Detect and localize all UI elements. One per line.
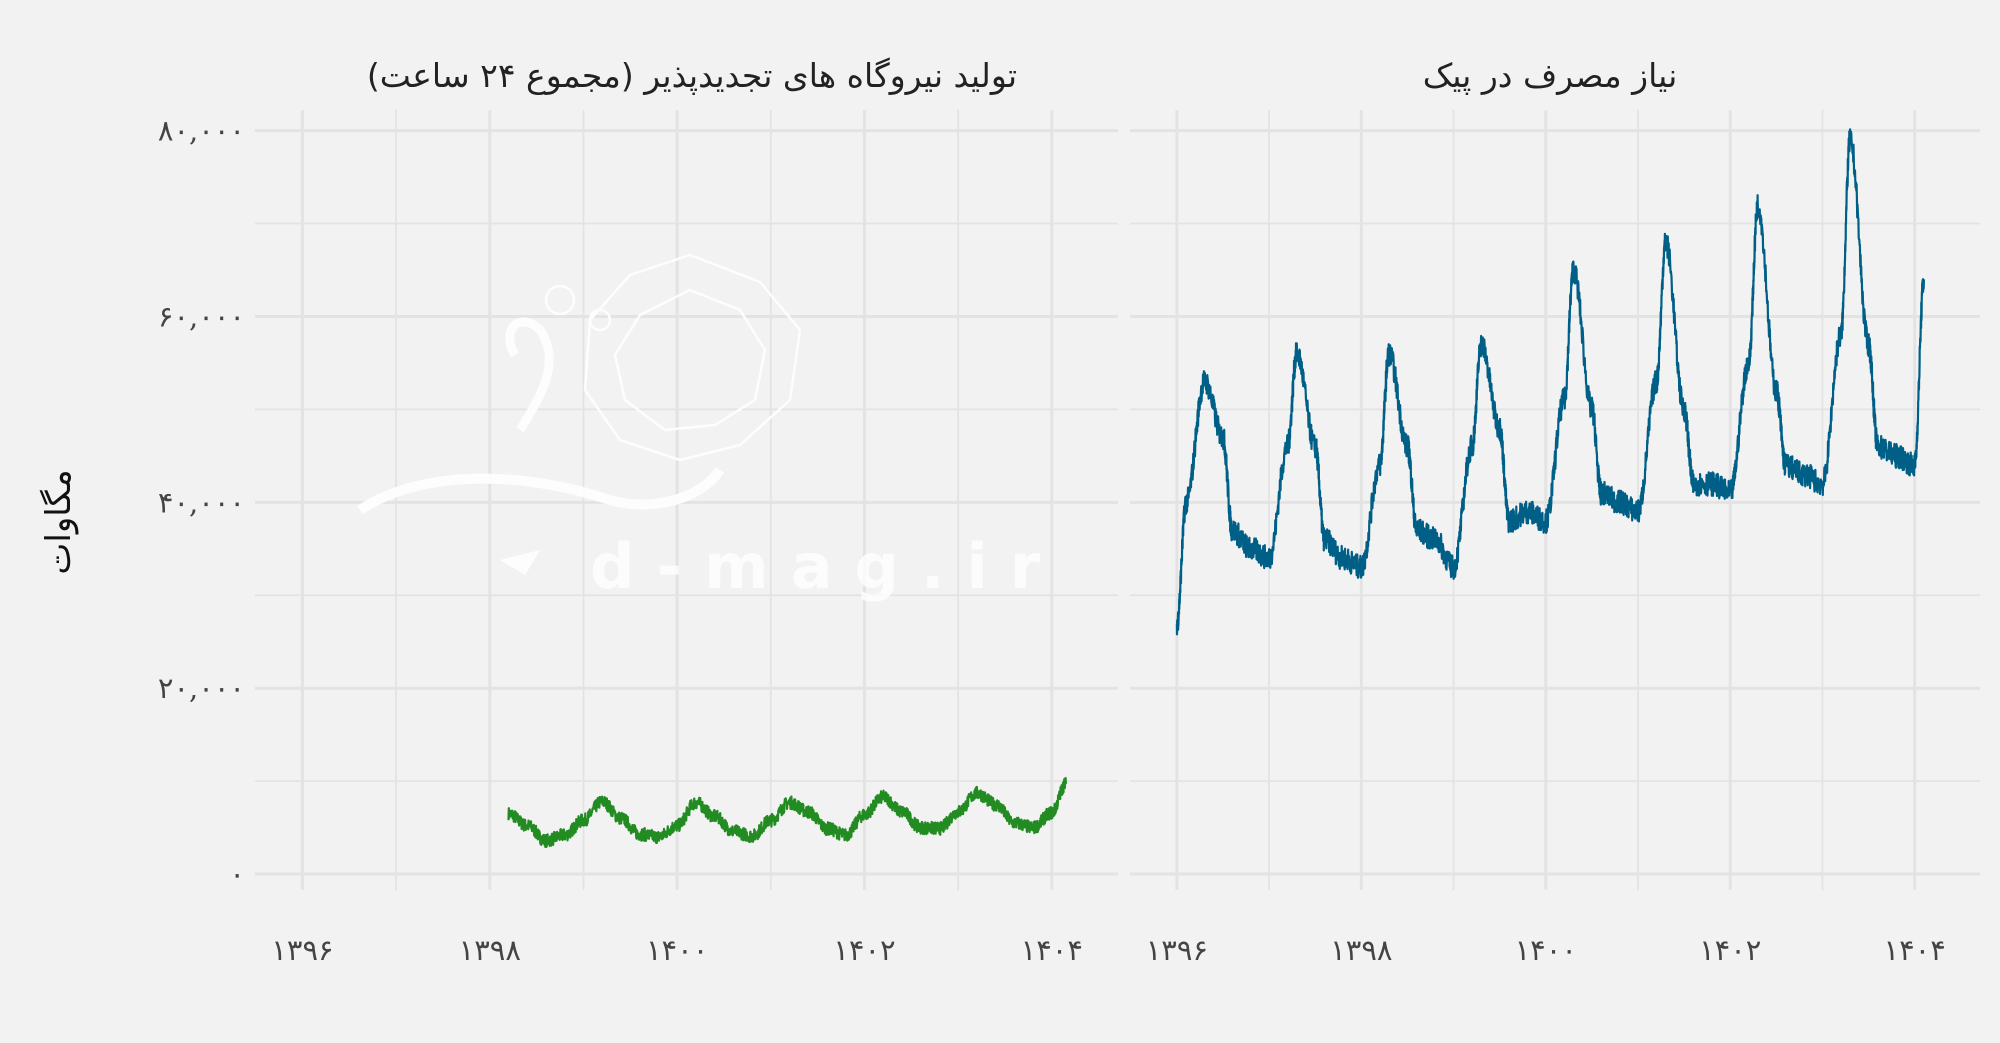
x-tick-label: ۱۳۹۶ — [1146, 933, 1208, 967]
grid — [255, 110, 1980, 890]
axes: ۱۳۹۶ ۱۳۹۸ ۱۴۰۰ ۱۴۰۲ ۱۴۰۴ ۱۳۹۶ ۱۳۹۸ ۱۴۰۰ ۱۴۰۲ ۱۴۰۴… — [158, 114, 1946, 967]
watermark: d-mag.ir — [357, 253, 1062, 603]
x-tick-label: ۱۳۹۸ — [459, 933, 521, 967]
y-tick-label: ۰ — [229, 857, 245, 891]
x-tick-label: ۱۳۹۶ — [271, 933, 333, 967]
x-tick-label: ۱۴۰۰ — [646, 933, 708, 967]
watermark-site: d-mag.ir — [590, 530, 1062, 603]
y-tick-label: ۲۰,۰۰۰ — [158, 671, 245, 705]
x-tick-label: ۱۴۰۴ — [1884, 933, 1946, 967]
peak-demand-series-line — [1175, 128, 1925, 636]
y-tick-label: ۸۰,۰۰۰ — [158, 114, 245, 148]
x-tick-label: ۱۴۰۰ — [1515, 933, 1577, 967]
x-tick-label: ۱۴۰۲ — [1699, 933, 1761, 967]
y-tick-label: ۴۰,۰۰۰ — [158, 485, 245, 519]
data-layer — [507, 128, 1925, 849]
renewables-series-line — [507, 776, 1067, 849]
y-axis-label: مگاوات — [39, 469, 79, 574]
x-tick-label: ۱۴۰۴ — [1021, 933, 1083, 967]
watermark-logo — [357, 253, 802, 575]
x-tick-label: ۱۳۹۸ — [1330, 933, 1392, 967]
x-tick-label: ۱۴۰۲ — [833, 933, 895, 967]
left-panel-title: تولید نیروگاه های تجدیدپذیر (مجموع ۲۴ سا… — [367, 56, 1017, 95]
right-panel-title: نیاز مصرف در پیک — [1423, 56, 1678, 95]
y-tick-label: ۶۰,۰۰۰ — [158, 299, 245, 333]
